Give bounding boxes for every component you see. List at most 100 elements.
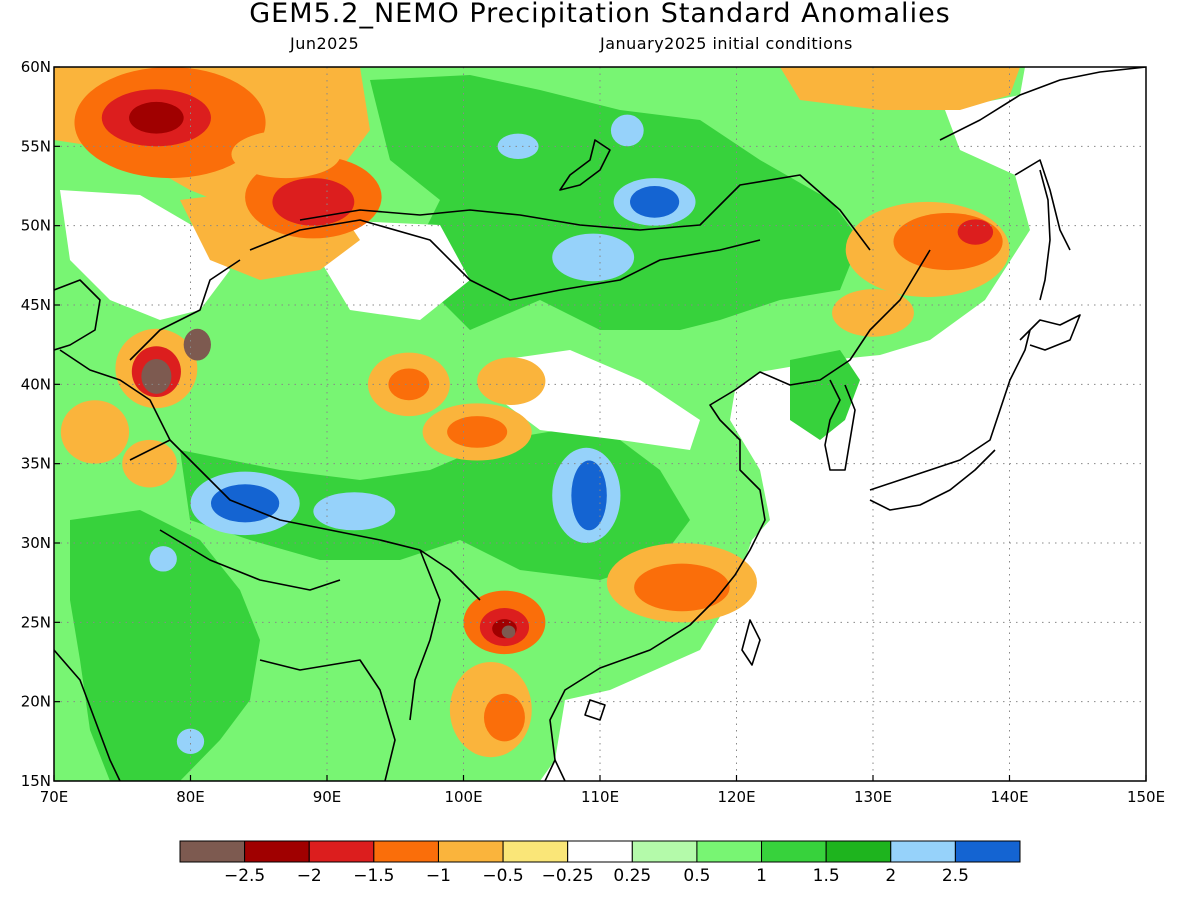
dry-band-northeast [780,67,1020,110]
lat-label-35N: 35N [21,455,51,473]
anomaly-region-25 [141,358,172,394]
coast-korea [824,379,856,471]
wet-core-india [70,510,260,781]
lat-lon-grid [54,67,1146,781]
lake-baikal [559,139,611,191]
colorbar-swatch [954,840,1021,863]
coast-japan-south [869,449,996,511]
border-kazakh-china [129,259,241,361]
anomaly-region-35 [630,186,680,218]
anomaly-region-20 [501,625,516,639]
coast-hokkaido [1019,314,1081,351]
coast-bay-bengal [259,659,396,781]
colorbar-label: −2.5 [224,866,265,886]
colorbar-swatch [631,840,698,863]
anomaly-region-11 [388,368,430,401]
anomaly-region-33 [571,460,607,531]
colorbar-swatch [179,840,246,863]
colorbar-swatch [244,840,310,863]
lat-label-55N: 55N [21,137,51,155]
coastlines [54,67,1146,781]
colorbar-swatch [696,840,763,863]
border-china-mongolia [249,219,761,301]
anomaly-region-40 [610,114,644,147]
border-central-asia [59,349,171,441]
coast-japan-honshu [869,329,1031,491]
anomaly-region-28 [122,439,177,488]
border-tibet [129,439,481,601]
lon-label-90E: 90E [313,788,342,806]
anomaly-region-27 [60,400,130,464]
anomaly-region-26 [183,328,211,361]
anomaly-region-39 [176,728,205,755]
lat-label-30N: 30N [21,534,51,552]
colorbar-swatch [761,840,827,863]
anomaly-region-8 [957,219,994,245]
coast-okhotsk [1014,159,1071,251]
anomaly-region-14 [447,416,508,448]
lat-label-25N: 25N [21,613,51,631]
lon-label-130E: 130E [854,788,892,806]
colorbar-swatch [373,840,439,863]
anomaly-region-37 [497,133,539,160]
coast-taiwan [741,619,761,666]
border-russia-mongolia [299,174,871,251]
lon-label-110E: 110E [581,788,619,806]
colorbar-label: −2 [297,866,322,886]
colorbar-label: −0.5 [482,866,523,886]
anomaly-region-30 [210,484,280,523]
neutral-patch-mongolia [320,220,470,320]
wet-core-korea [790,350,860,440]
colorbar-label: −0.25 [542,866,594,886]
anomaly-region-16 [634,563,730,612]
coast-sakhalin [1039,169,1051,301]
lon-label-80E: 80E [176,788,205,806]
forecast-month: Jun2025 [290,34,360,53]
colorbar-label: 0.25 [613,866,651,886]
colorbar-label: 0.5 [683,866,710,886]
colorbar-label: 1 [756,866,767,886]
coast-siberia-east [939,67,1146,141]
colorbar-swatch [502,840,569,863]
anomaly-region-22 [483,693,525,742]
lat-label-15N: 15N [21,772,51,790]
neutral-patch-west [60,190,230,320]
colorbar-swatch [567,840,633,863]
colorbar-label: 1.5 [813,866,840,886]
anomaly-region-38 [149,546,177,572]
anomaly-region-31 [313,492,396,531]
anomaly-region-12 [477,357,546,405]
lon-label-140E: 140E [990,788,1028,806]
lat-label-45N: 45N [21,296,51,314]
lat-label-60N: 60N [21,58,51,76]
colorbar-swatch [890,840,956,863]
coast-china-east [544,249,931,781]
lon-label-70E: 70E [40,788,69,806]
colorbar-label: −1.5 [353,866,394,886]
lon-label-120E: 120E [717,788,755,806]
lon-label-150E: 150E [1127,788,1165,806]
lat-label-50N: 50N [21,217,51,235]
coast-hainan [584,699,606,721]
map-title: GEM5.2_NEMO Precipitation Standard Anoma… [249,0,951,29]
anomaly-region-2 [129,101,184,134]
colorbar-swatch [308,840,375,863]
colorbar-swatch [825,840,892,863]
border-myanmar [409,549,441,721]
lat-label-20N: 20N [21,693,51,711]
initial-conditions: January2025 initial conditions [600,34,853,53]
anomaly-region-5 [231,130,341,179]
lat-label-40N: 40N [21,375,51,393]
lon-label-100E: 100E [444,788,482,806]
anomaly-region-36 [552,233,635,282]
coast-india-west [54,649,121,781]
anomaly-region-9 [832,289,914,337]
coast-indochina [554,759,566,781]
colorbar-swatch [437,840,504,863]
colorbar-label: −1 [426,866,451,886]
coast-caspian [54,279,101,351]
colorbar-label: 2.5 [942,866,969,886]
colorbar-label: 2 [885,866,896,886]
border-india-nepal [159,529,341,591]
